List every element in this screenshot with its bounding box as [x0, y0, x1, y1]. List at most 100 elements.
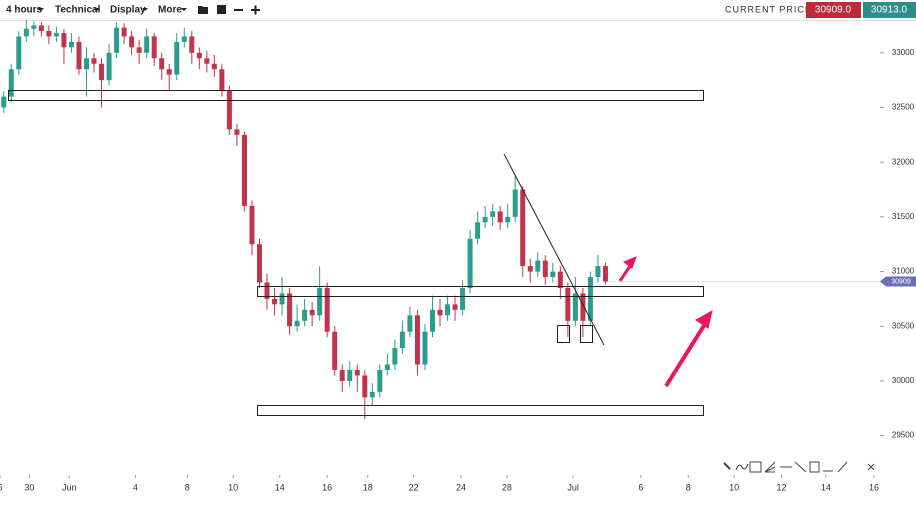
candle-body — [309, 309, 315, 316]
candle-body — [302, 309, 308, 321]
candle-body — [46, 30, 52, 37]
candle-body — [189, 36, 195, 53]
candle-body — [490, 211, 496, 217]
candle-body — [136, 47, 142, 53]
candle-body — [602, 266, 608, 282]
candle-body — [535, 260, 541, 272]
candle-body — [317, 287, 323, 316]
trend-line — [503, 153, 605, 346]
tool-line[interactable] — [837, 461, 848, 473]
arrow — [664, 322, 707, 388]
toolbar: 4 hours Technical Display More CURRENT P… — [6, 2, 916, 18]
y-tick-label: 32500 — [892, 103, 915, 112]
caret — [94, 8, 100, 11]
candle-body — [287, 293, 293, 327]
candle-body — [76, 41, 82, 70]
caret — [142, 8, 148, 11]
candle-body — [512, 189, 518, 217]
candle-body — [234, 129, 240, 135]
tool-fan[interactable] — [764, 461, 776, 473]
x-tick-label: 12 — [776, 482, 786, 492]
candle-body — [31, 25, 37, 29]
candle-body — [219, 69, 225, 92]
candle-body — [114, 27, 120, 53]
x-tick-label: Jul — [567, 482, 579, 492]
candle-body — [527, 266, 533, 272]
open-icon[interactable] — [198, 6, 208, 14]
tool-clear[interactable] — [867, 463, 875, 471]
zoom-out-icon[interactable] — [234, 9, 243, 11]
candle-body — [452, 304, 458, 310]
ask-box — [863, 2, 916, 18]
x-tick-label: 6 — [638, 482, 643, 492]
candle-body — [159, 58, 165, 70]
candle-body — [565, 287, 571, 321]
candle-body — [520, 189, 526, 267]
save-icon[interactable] — [217, 5, 226, 14]
candle-body — [106, 52, 112, 81]
menu-more[interactable]: More — [158, 5, 182, 16]
drawings — [8, 90, 704, 416]
y-tick-label: 31500 — [892, 212, 915, 221]
candle-body — [99, 63, 105, 81]
candle-body — [384, 364, 390, 370]
marker-box — [557, 325, 570, 343]
x-tick-label: 4 — [133, 482, 138, 492]
candle-body — [339, 370, 345, 381]
candle-body — [407, 315, 413, 332]
candle-body — [121, 27, 127, 37]
candle-body — [144, 36, 150, 53]
y-tick-label: 31000 — [892, 267, 915, 276]
menu-display[interactable]: Display — [110, 5, 146, 16]
candle-body — [467, 238, 473, 288]
zoom-in-icon[interactable] — [251, 5, 260, 15]
candle-body — [272, 298, 278, 305]
tool-curve[interactable] — [735, 463, 749, 471]
candle-body — [91, 58, 97, 64]
menu-technical[interactable]: Technical — [55, 5, 101, 16]
candle-body — [377, 370, 383, 392]
menu-interval[interactable]: 4 hours — [6, 5, 43, 16]
candle-body — [181, 36, 187, 42]
candle-body — [324, 287, 330, 332]
candle-body — [241, 134, 247, 206]
candle-body — [550, 271, 556, 278]
zone-box — [257, 405, 704, 416]
tool-fib[interactable] — [749, 461, 762, 473]
bid-price: 30909.0 — [815, 5, 852, 16]
candle-body — [226, 91, 232, 130]
candle-body — [249, 205, 255, 245]
x-tick-label: 16 — [322, 482, 332, 492]
candle-body — [460, 287, 466, 310]
y-tick-label: 30000 — [892, 376, 915, 385]
y-tick-label: 33000 — [892, 48, 915, 57]
zone-box — [8, 90, 704, 101]
candle-body — [572, 293, 578, 321]
x-tick-label: 8 — [185, 482, 190, 492]
candle-body — [264, 282, 270, 299]
arrow-head — [695, 310, 713, 329]
tool-cursor[interactable] — [723, 462, 731, 470]
y-tick-label: 29500 — [892, 431, 915, 440]
marker-box — [580, 325, 593, 343]
candle-body — [1, 96, 7, 108]
candle-body — [557, 271, 563, 288]
candle-body — [580, 293, 586, 321]
current-price-label: CURRENT PRICE: — [725, 4, 815, 14]
zone-box — [257, 286, 704, 297]
candle-body — [392, 348, 398, 365]
plot: 29500 30000 30500 31000 31500 32000 32500 33000… — [0, 20, 916, 492]
x-tick-label: 16 — [869, 482, 879, 492]
candle-body — [174, 41, 180, 75]
tool-ray[interactable] — [794, 461, 807, 473]
candle-body — [211, 63, 217, 70]
candle-body — [542, 260, 548, 278]
candle-body — [166, 69, 172, 75]
x-tick-label: 30 — [24, 482, 34, 492]
caret — [181, 8, 187, 11]
x-tick-label: 8 — [686, 482, 691, 492]
last-price-label: 30909 — [891, 278, 911, 285]
tool-rect[interactable] — [809, 461, 820, 473]
candle-body — [497, 211, 503, 223]
